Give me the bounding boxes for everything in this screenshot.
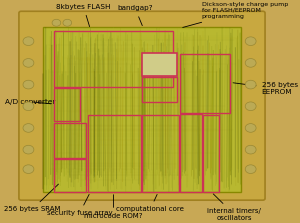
Circle shape xyxy=(23,102,34,111)
Circle shape xyxy=(23,37,34,45)
Text: 256 bytes
EEPROM: 256 bytes EEPROM xyxy=(233,83,298,95)
Text: microcode ROM?: microcode ROM? xyxy=(84,195,143,219)
Text: internal timers/
oscillators: internal timers/ oscillators xyxy=(207,194,261,221)
Bar xyxy=(180,54,230,113)
Circle shape xyxy=(23,165,34,173)
Circle shape xyxy=(23,80,34,89)
Circle shape xyxy=(23,59,34,67)
Bar xyxy=(88,115,141,192)
FancyBboxPatch shape xyxy=(19,11,265,200)
Circle shape xyxy=(245,124,256,132)
Circle shape xyxy=(245,37,256,45)
Circle shape xyxy=(245,102,256,111)
Text: 8kbytes FLASH: 8kbytes FLASH xyxy=(56,4,111,27)
Bar xyxy=(142,77,177,102)
Circle shape xyxy=(245,80,256,89)
Circle shape xyxy=(245,145,256,154)
Text: bandgap?: bandgap? xyxy=(117,5,153,26)
Circle shape xyxy=(63,19,72,26)
Text: 256 bytes SRAM: 256 bytes SRAM xyxy=(4,184,60,213)
Bar xyxy=(142,115,179,192)
Text: A/D converter: A/D converter xyxy=(5,99,55,105)
Text: Dickson-style charge pump
for FLASH/EEPROM
programming: Dickson-style charge pump for FLASH/EEPR… xyxy=(183,2,288,27)
Circle shape xyxy=(245,165,256,173)
Bar xyxy=(54,31,173,87)
Bar xyxy=(54,122,86,158)
Bar xyxy=(54,88,80,122)
Bar xyxy=(142,53,177,76)
Circle shape xyxy=(23,124,34,132)
Bar xyxy=(203,115,219,192)
Circle shape xyxy=(245,59,256,67)
Bar xyxy=(180,114,202,192)
Bar xyxy=(43,27,241,192)
Text: security fuse array: security fuse array xyxy=(47,194,112,216)
Bar xyxy=(54,159,86,192)
Circle shape xyxy=(23,145,34,154)
Circle shape xyxy=(52,19,61,26)
Text: computational core: computational core xyxy=(116,194,184,213)
